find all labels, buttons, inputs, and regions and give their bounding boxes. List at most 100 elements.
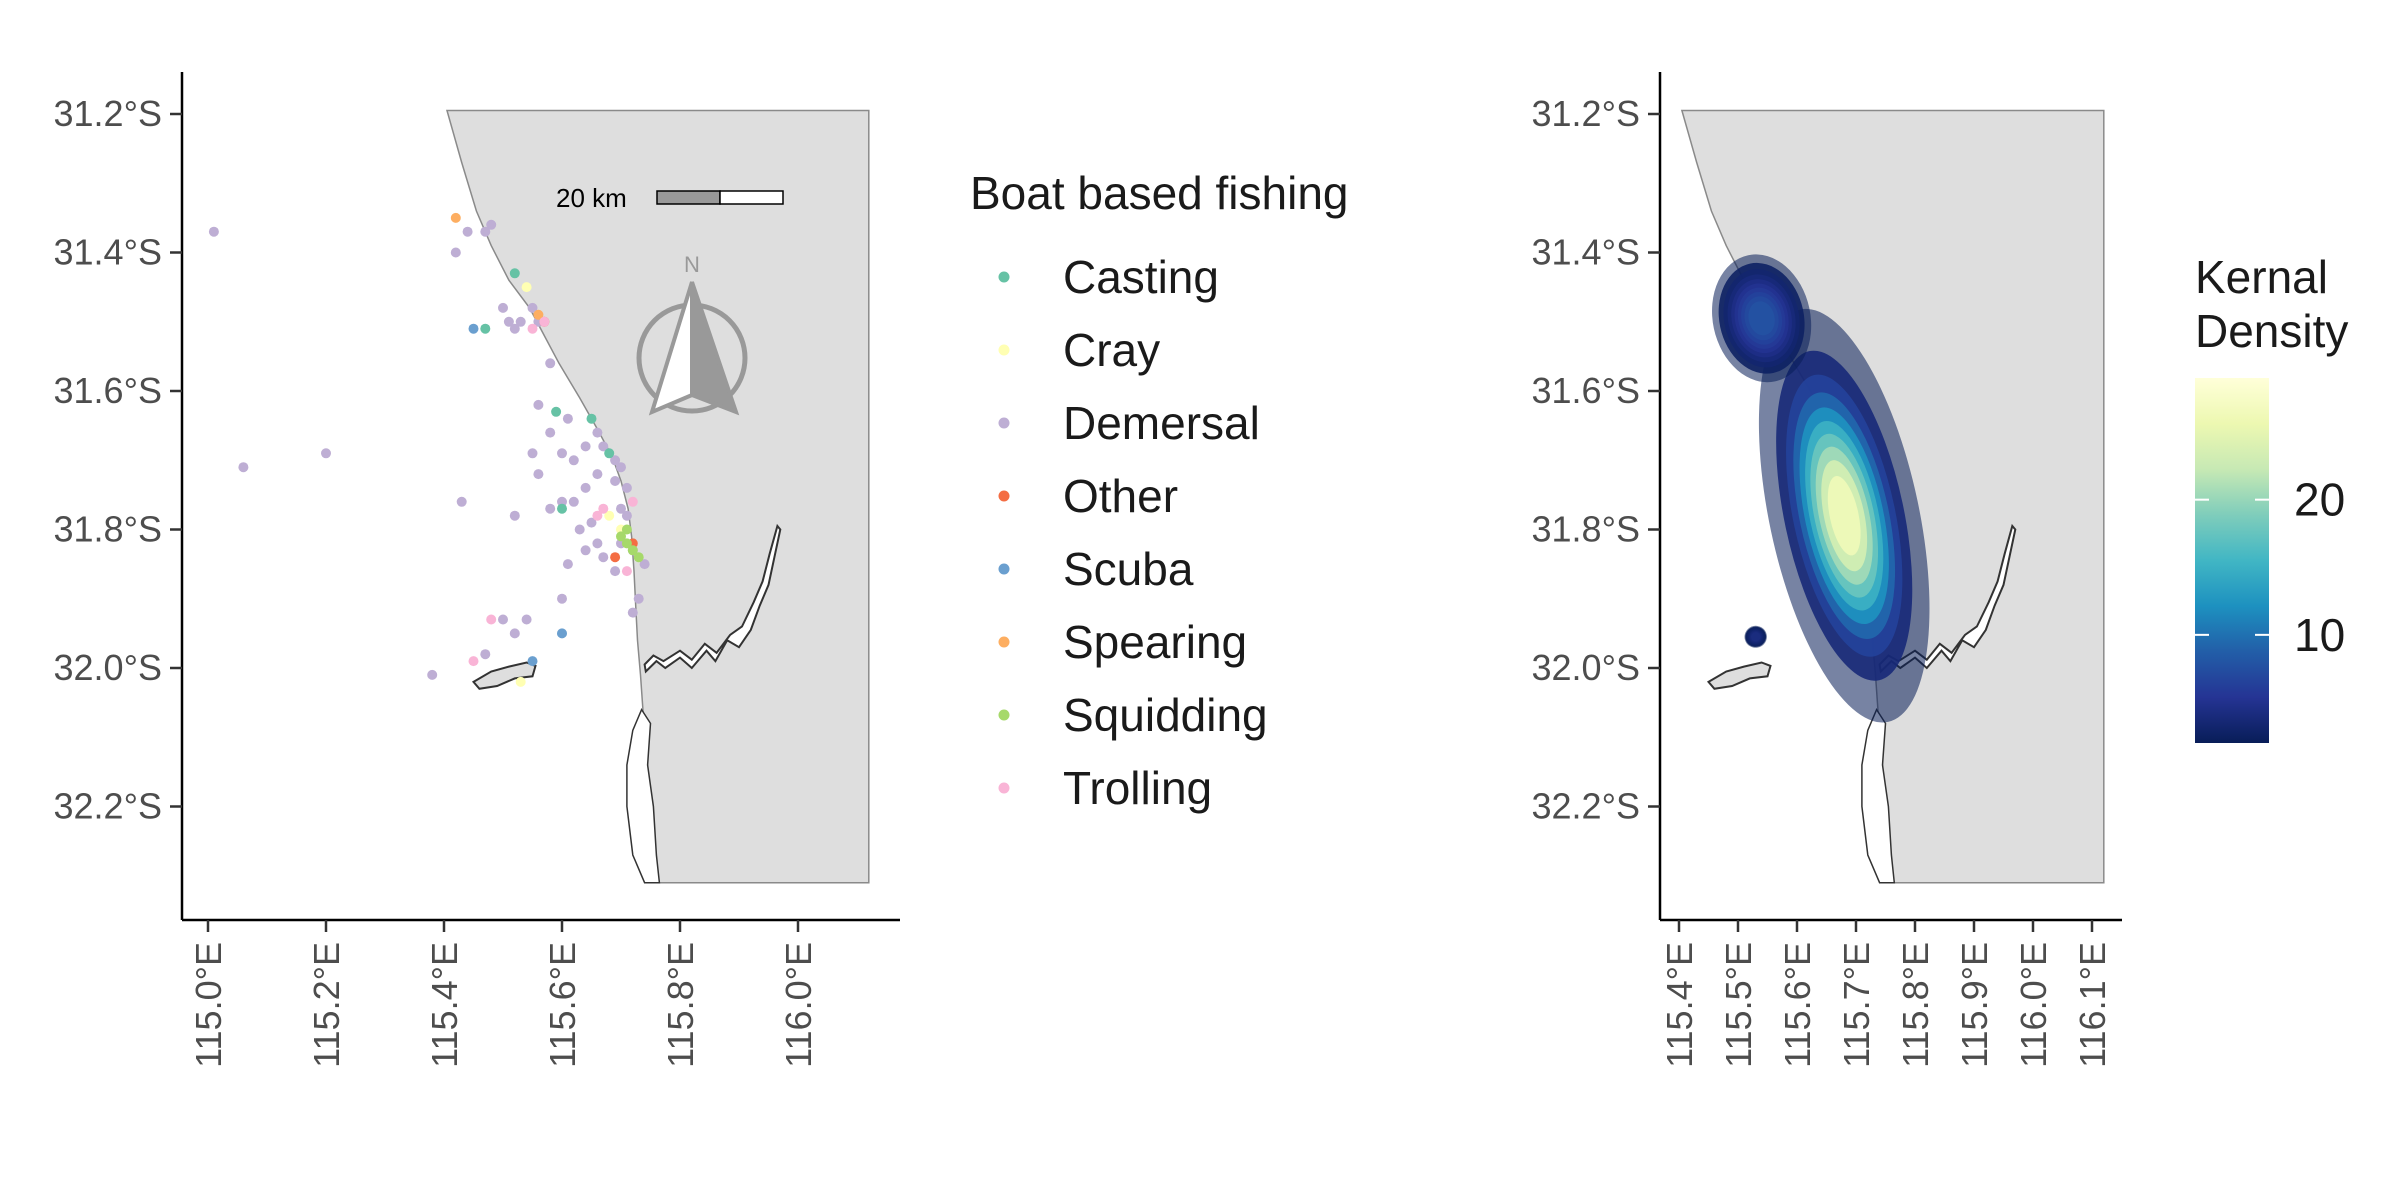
point-trolling xyxy=(486,614,497,625)
land-polygon xyxy=(446,109,870,884)
scatter-map-panel: 31.2°S 31.4°S 31.6°S 31.8°S 32.0°S 32.2°S 115… xyxy=(54,72,900,1068)
legend-title-line1: Kernal xyxy=(2195,251,2328,303)
rottnest-island xyxy=(471,661,537,690)
colorbar-tick-label: 10 xyxy=(2294,609,2345,661)
point-trolling xyxy=(539,316,550,327)
legend-label-demersal: Demersal xyxy=(1063,397,1260,449)
point-spearing xyxy=(450,212,461,223)
point-demersal xyxy=(515,316,526,327)
point-trolling xyxy=(527,323,538,334)
scale-bar-dark-segment xyxy=(656,190,721,205)
point-demersal xyxy=(557,448,567,459)
point-demersal xyxy=(616,462,626,473)
legend-title-line2: Density xyxy=(2195,305,2348,357)
x-axis-ticks: 115.4°E 115.5°E 115.6°E 115.7°E 115.8°E 115.9… xyxy=(1659,920,2113,1068)
point-squidding xyxy=(616,531,626,542)
point-scuba xyxy=(468,323,479,334)
point-demersal xyxy=(592,469,603,480)
legend-label-squidding: Squidding xyxy=(1063,689,1268,741)
north-arrow-right-half xyxy=(690,281,740,416)
point-demersal xyxy=(503,316,514,327)
density-map-panel: 31.2°S 31.4°S 31.6°S 31.8°S 32.0°S 32.2°S 115… xyxy=(1532,72,2122,1068)
point-demersal xyxy=(533,399,544,410)
point-demersal xyxy=(562,559,573,570)
point-demersal xyxy=(574,524,585,535)
point-demersal xyxy=(321,448,331,459)
point-demersal xyxy=(521,614,532,625)
point-demersal xyxy=(498,614,508,625)
north-arrow-label: N xyxy=(684,252,700,277)
y-tick-label: 31.8°S xyxy=(1532,509,1640,550)
point-trolling xyxy=(598,503,609,514)
colorbar xyxy=(2195,378,2269,743)
point-demersal xyxy=(621,482,632,493)
legend-swatch-other xyxy=(998,490,1010,502)
legend-label-other: Other xyxy=(1063,470,1178,522)
y-tick-label: 31.6°S xyxy=(54,370,162,411)
legend-label-trolling: Trolling xyxy=(1063,762,1212,814)
point-demersal xyxy=(616,503,626,514)
point-spearing xyxy=(533,309,544,320)
point-demersal xyxy=(545,503,556,514)
x-tick-label: 116.0°E xyxy=(778,942,819,1068)
y-axis-ticks: 31.2°S 31.4°S 31.6°S 31.8°S 32.0°S 32.2°S xyxy=(54,93,182,827)
point-squidding xyxy=(633,552,644,563)
legend-label-scuba: Scuba xyxy=(1063,543,1194,595)
point-demersal xyxy=(610,566,621,577)
point-demersal xyxy=(586,517,597,528)
y-tick-label: 32.0°S xyxy=(1532,647,1640,688)
legend-title: Boat based fishing xyxy=(970,167,1349,219)
point-casting xyxy=(480,323,491,334)
point-demersal xyxy=(627,607,638,618)
point-demersal xyxy=(610,455,621,466)
point-scuba xyxy=(557,628,567,639)
point-demersal xyxy=(598,441,609,452)
point-demersal xyxy=(427,669,438,680)
y-tick-label: 32.2°S xyxy=(54,786,162,827)
point-demersal xyxy=(568,455,579,466)
legend-swatch-cray xyxy=(998,344,1010,356)
point-cray xyxy=(604,510,615,521)
rottnest-island xyxy=(1706,661,1772,690)
x-tick-label: 116.0°E xyxy=(2013,942,2054,1068)
point-squidding xyxy=(621,538,632,549)
point-demersal xyxy=(562,413,573,424)
point-demersal xyxy=(498,302,508,313)
y-tick-label: 32.0°S xyxy=(54,647,162,688)
point-cray xyxy=(521,282,532,293)
legend-label-cray: Cray xyxy=(1063,324,1160,376)
x-tick-label: 115.4°E xyxy=(424,942,465,1068)
colorbar-ticks: 10 20 xyxy=(2195,474,2345,661)
legend-swatch-scuba xyxy=(998,563,1010,575)
x-tick-label: 115.0°E xyxy=(188,942,229,1068)
point-demersal xyxy=(610,476,621,486)
point-other xyxy=(610,552,621,563)
legend-label-spearing: Spearing xyxy=(1063,616,1247,668)
x-tick-label: 115.6°E xyxy=(542,942,583,1068)
point-casting xyxy=(551,406,562,417)
point-demersal xyxy=(621,510,632,521)
point-cray xyxy=(515,676,526,687)
point-trolling xyxy=(592,510,603,521)
point-demersal xyxy=(633,593,644,604)
point-trolling xyxy=(627,496,638,507)
x-tick-label: 115.8°E xyxy=(660,942,701,1068)
density-contour xyxy=(1751,632,1761,642)
point-demersal xyxy=(639,559,650,570)
y-tick-label: 32.2°S xyxy=(1532,786,1640,827)
point-demersal xyxy=(545,358,556,369)
point-demersal xyxy=(580,441,591,452)
point-scuba xyxy=(527,656,538,667)
point-demersal xyxy=(480,649,491,660)
x-tick-label: 115.5°E xyxy=(1718,942,1759,1068)
fishing-points xyxy=(208,212,650,687)
legend-swatch-trolling xyxy=(998,782,1010,794)
density-contours xyxy=(1712,254,1930,723)
scale-bar-label: 20 km xyxy=(556,183,627,213)
point-demersal xyxy=(527,302,538,313)
point-demersal xyxy=(509,628,520,639)
point-demersal xyxy=(557,593,567,604)
point-demersal xyxy=(592,427,603,438)
point-demersal xyxy=(462,226,473,237)
x-tick-label: 116.1°E xyxy=(2072,942,2113,1068)
